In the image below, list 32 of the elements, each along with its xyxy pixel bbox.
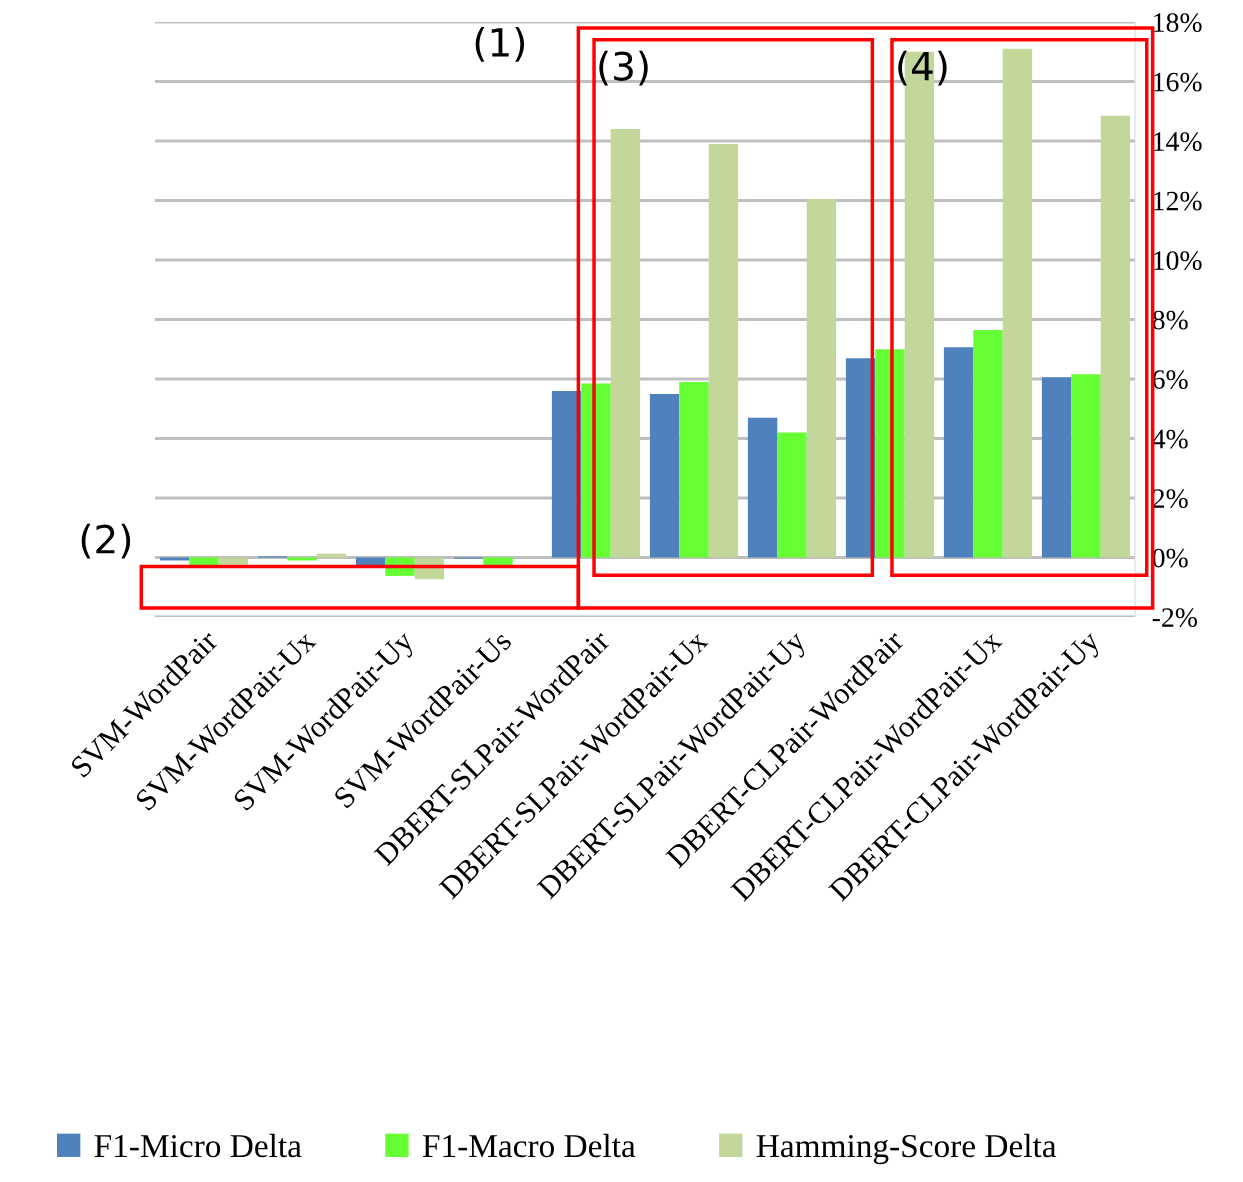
bar [973, 329, 1003, 558]
y-tick-label: 12% [1154, 191, 1202, 211]
annotation: (3) [599, 50, 648, 86]
y-tick-label: 4% [1152, 429, 1188, 449]
y-tick-label: 6% [1152, 370, 1188, 389]
legend-label: F1-Macro Delta [422, 1133, 636, 1158]
legend-label: F1-Micro Delta [94, 1133, 302, 1158]
bar [708, 143, 739, 558]
y-tick-label: 2% [1152, 489, 1188, 508]
text: (2) [81, 523, 131, 559]
y-tick-label: 14% [1154, 132, 1202, 151]
bar [1002, 48, 1033, 558]
bar [679, 381, 709, 558]
annotation: (4) [898, 50, 947, 86]
bar [1100, 115, 1131, 558]
bar [777, 432, 807, 558]
legend-label: Hamming-Score Delta [756, 1133, 1057, 1165]
bar [747, 417, 778, 558]
y-tick-label: 8% [1152, 310, 1188, 330]
bar [943, 347, 974, 558]
bar [610, 129, 641, 558]
bar [218, 557, 249, 565]
bar [1071, 374, 1101, 558]
y-tick-label: 18% [1154, 13, 1202, 32]
bar [316, 553, 347, 558]
y-tick-label: 16% [1154, 72, 1202, 92]
y-tick-label: -2% [1152, 608, 1197, 627]
annotation: (1) [475, 27, 525, 62]
bar [806, 199, 837, 558]
y-tick-label: 10% [1154, 251, 1202, 270]
bar [649, 393, 680, 558]
bar [1041, 377, 1072, 558]
